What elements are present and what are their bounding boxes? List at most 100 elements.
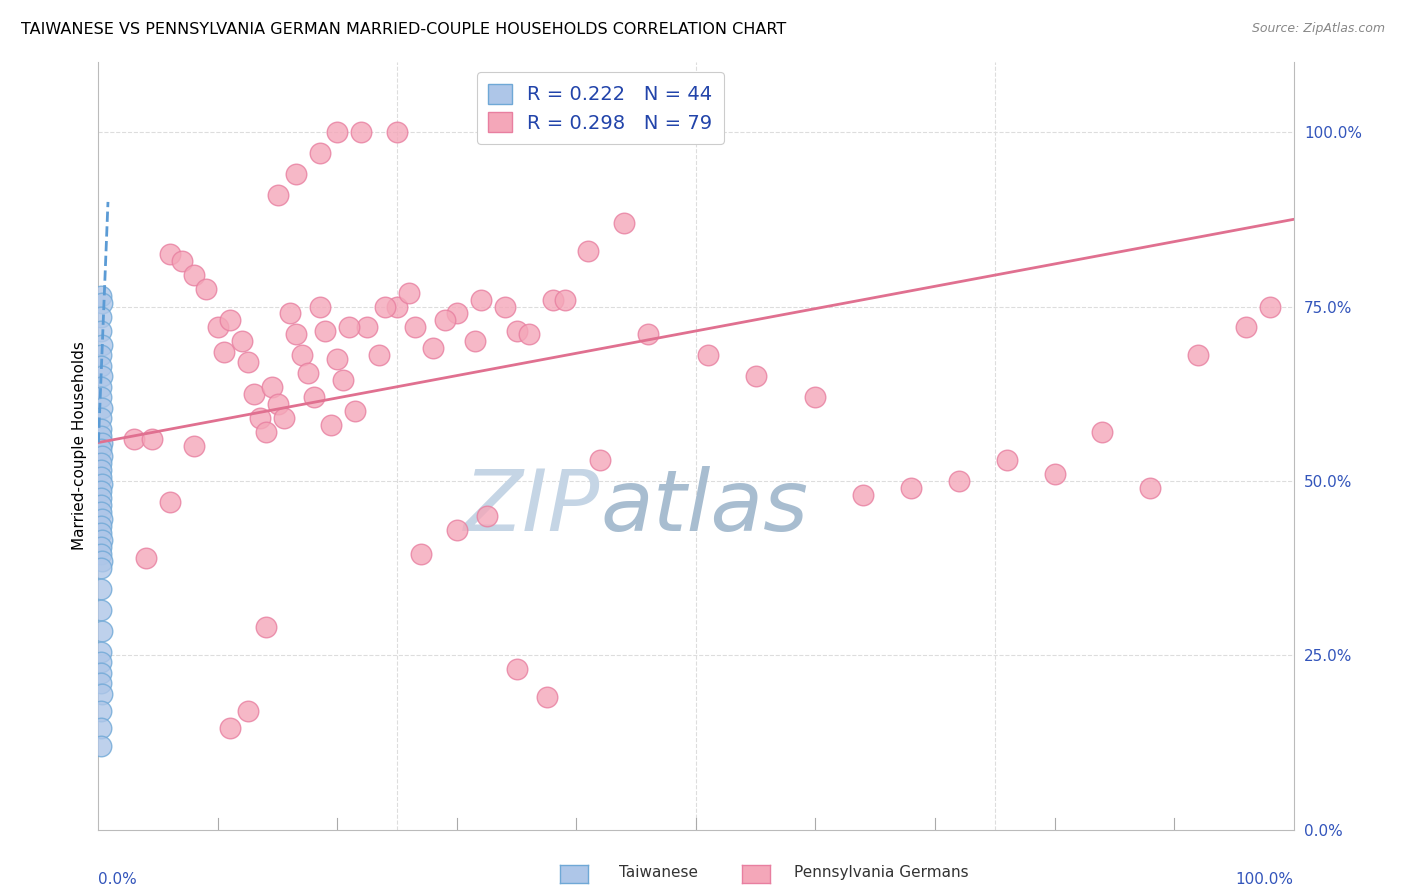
- Point: [422, 342, 444, 356]
- Point: [90, 359, 112, 373]
- Point: [141, 432, 163, 446]
- Point: [90, 348, 112, 362]
- Point: [90, 582, 112, 596]
- Point: [506, 324, 529, 338]
- Point: [308, 300, 330, 314]
- Point: [236, 704, 259, 718]
- Point: [183, 268, 205, 282]
- Point: [91, 435, 114, 450]
- Point: [254, 620, 277, 634]
- Point: [1091, 425, 1114, 439]
- Point: [326, 125, 349, 139]
- Point: [90, 561, 112, 575]
- Point: [267, 188, 290, 202]
- Point: [91, 533, 114, 548]
- Point: [368, 348, 391, 362]
- Point: [339, 320, 361, 334]
- Point: [506, 662, 529, 676]
- Point: [411, 547, 433, 561]
- Point: [260, 380, 283, 394]
- Point: [91, 624, 114, 638]
- Point: [536, 690, 558, 704]
- Point: [434, 313, 457, 327]
- Point: [494, 300, 516, 314]
- Point: [554, 293, 576, 307]
- Point: [124, 432, 146, 446]
- Point: [745, 369, 768, 384]
- Point: [1187, 348, 1209, 362]
- Point: [159, 495, 181, 509]
- Point: [243, 386, 266, 401]
- Point: [91, 554, 114, 568]
- Point: [231, 334, 253, 349]
- Point: [90, 645, 112, 659]
- Point: [90, 428, 112, 442]
- Point: [308, 146, 330, 161]
- Point: [302, 390, 325, 404]
- Point: [1234, 320, 1257, 334]
- Point: [278, 306, 301, 320]
- Text: 100.0%: 100.0%: [1236, 871, 1294, 887]
- Point: [91, 338, 114, 352]
- Point: [517, 327, 540, 342]
- Point: [207, 320, 229, 334]
- Text: TAIWANESE VS PENNSYLVANIA GERMAN MARRIED-COUPLE HOUSEHOLDS CORRELATION CHART: TAIWANESE VS PENNSYLVANIA GERMAN MARRIED…: [21, 22, 786, 37]
- Point: [236, 355, 259, 369]
- Point: [219, 722, 242, 736]
- Point: [356, 320, 378, 334]
- Point: [90, 411, 112, 425]
- Text: Source: ZipAtlas.com: Source: ZipAtlas.com: [1251, 22, 1385, 36]
- Point: [90, 470, 112, 484]
- Point: [385, 300, 409, 314]
- Point: [90, 442, 112, 457]
- Point: [350, 125, 373, 139]
- Point: [475, 508, 498, 523]
- Point: [1043, 467, 1066, 481]
- Point: [90, 457, 112, 471]
- Point: [90, 655, 112, 669]
- Point: [90, 722, 112, 736]
- Point: [90, 310, 112, 324]
- Point: [90, 540, 112, 554]
- Point: [804, 390, 827, 404]
- Point: [212, 344, 235, 359]
- Y-axis label: Married-couple Households: Married-couple Households: [72, 342, 87, 550]
- Point: [385, 125, 409, 139]
- Point: [90, 380, 112, 394]
- Text: ZIP: ZIP: [464, 466, 600, 549]
- Point: [995, 453, 1018, 467]
- Point: [90, 739, 112, 753]
- Point: [398, 285, 420, 300]
- Point: [90, 491, 112, 506]
- Point: [90, 547, 112, 561]
- Point: [91, 369, 114, 384]
- Point: [284, 327, 307, 342]
- Point: [90, 519, 112, 533]
- Point: [135, 550, 157, 565]
- Point: [195, 282, 218, 296]
- Point: [1258, 300, 1281, 314]
- Point: [90, 289, 112, 303]
- Point: [1139, 481, 1161, 495]
- Point: [446, 306, 468, 320]
- Point: [541, 293, 564, 307]
- Point: [90, 526, 112, 541]
- Point: [637, 327, 659, 342]
- Point: [464, 334, 486, 349]
- Point: [589, 453, 612, 467]
- Point: [344, 404, 367, 418]
- Point: [90, 421, 112, 435]
- Point: [900, 481, 922, 495]
- Text: Pennsylvania Germans: Pennsylvania Germans: [794, 865, 969, 880]
- Text: atlas: atlas: [600, 466, 808, 549]
- Point: [254, 425, 277, 439]
- Point: [284, 167, 307, 181]
- Point: [91, 687, 114, 701]
- Point: [91, 450, 114, 464]
- Point: [90, 390, 112, 404]
- Point: [91, 401, 114, 415]
- Legend: R = 0.222   N = 44, R = 0.298   N = 79: R = 0.222 N = 44, R = 0.298 N = 79: [477, 72, 724, 145]
- Point: [90, 665, 112, 680]
- Point: [948, 474, 970, 488]
- Text: Taiwanese: Taiwanese: [619, 865, 697, 880]
